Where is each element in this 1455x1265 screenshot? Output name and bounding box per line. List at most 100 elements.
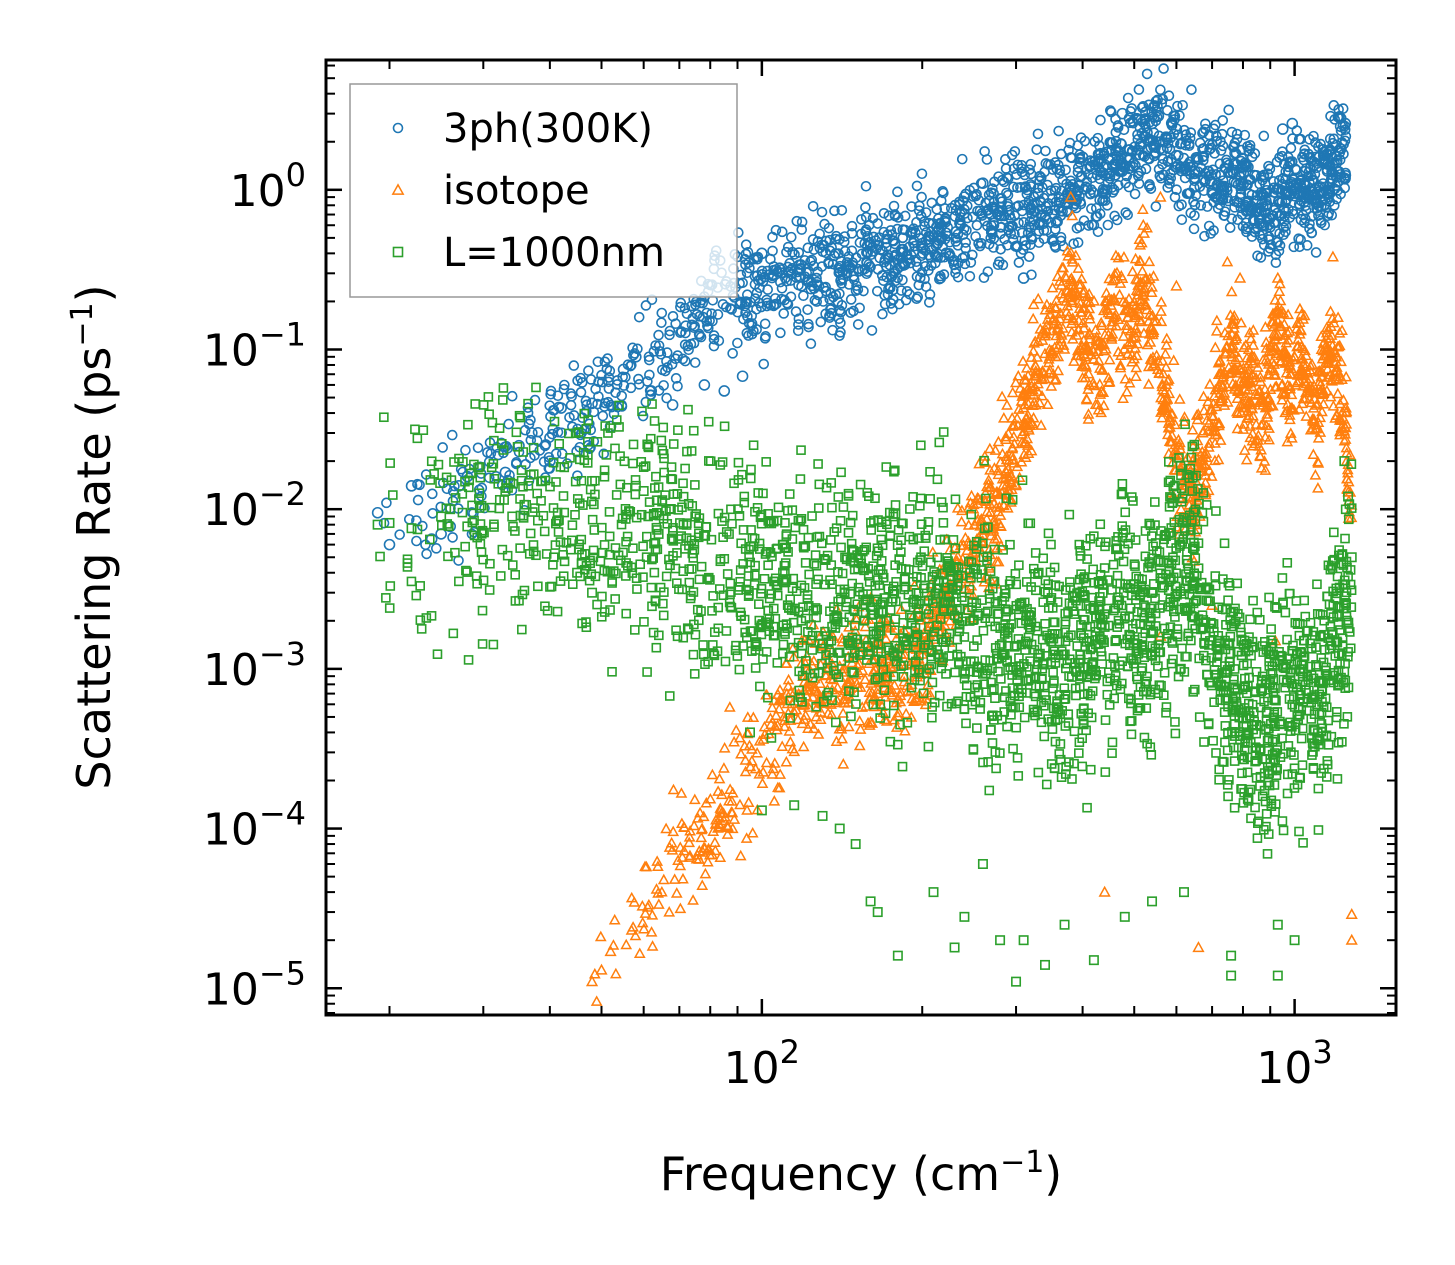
point-circle	[829, 205, 840, 217]
point-circle	[371, 506, 384, 519]
point-circle	[888, 200, 900, 212]
point-circle	[1162, 182, 1174, 193]
point-circle	[816, 206, 828, 218]
point-square	[678, 478, 688, 489]
point-triangle	[742, 796, 755, 808]
point-square	[1040, 618, 1050, 629]
point-square	[715, 460, 726, 470]
point-square	[746, 464, 756, 475]
point-triangle	[674, 902, 687, 914]
point-square	[651, 642, 662, 653]
point-circle	[653, 329, 664, 341]
point-triangle	[784, 735, 797, 747]
point-triangle	[688, 793, 701, 805]
point-square	[632, 584, 642, 594]
point-circle	[708, 333, 720, 345]
point-square	[1194, 712, 1205, 722]
point-triangle	[595, 963, 608, 975]
point-triangle	[687, 894, 699, 905]
point-square	[1282, 634, 1292, 645]
point-square	[810, 550, 821, 560]
point-triangle	[1041, 398, 1054, 410]
point-triangle	[997, 412, 1010, 423]
point-circle	[997, 259, 1009, 271]
point-circle	[807, 234, 819, 245]
point-circle	[381, 497, 392, 509]
point-square	[807, 511, 817, 521]
point-circle	[596, 369, 607, 381]
point-square	[1055, 739, 1066, 749]
point-circle	[1239, 129, 1251, 141]
point-triangle	[1032, 292, 1045, 304]
point-square	[733, 457, 744, 468]
point-square	[658, 422, 669, 433]
point-circle	[732, 337, 743, 349]
point-circle	[858, 285, 869, 297]
point-circle	[778, 308, 790, 319]
point-triangle	[955, 515, 968, 527]
point-circle	[1129, 188, 1141, 200]
point-square	[796, 445, 806, 455]
point-square	[375, 551, 385, 562]
point-circle	[394, 529, 405, 540]
point-circle	[1120, 207, 1132, 218]
point-circle	[1122, 209, 1133, 221]
point-triangle	[836, 732, 849, 744]
point-circle	[892, 186, 903, 198]
series-3ph(300K)	[371, 63, 1352, 566]
point-circle	[793, 247, 805, 258]
point-circle	[926, 197, 938, 209]
point-triangle	[706, 768, 719, 780]
point-square	[1048, 667, 1058, 678]
point-triangle	[853, 714, 866, 726]
point-circle	[956, 153, 968, 165]
point-circle	[1155, 84, 1166, 96]
point-triangle	[1130, 370, 1142, 382]
point-circle	[1310, 247, 1322, 258]
point-circle	[1299, 217, 1310, 229]
point-circle	[775, 327, 786, 339]
point-square	[432, 649, 443, 659]
point-circle	[759, 318, 771, 330]
point-circle	[583, 365, 594, 376]
point-triangle	[1240, 453, 1253, 465]
point-square	[673, 425, 683, 435]
point-circle	[866, 325, 878, 336]
point-square	[646, 582, 657, 593]
point-triangle	[709, 836, 721, 847]
point-square	[638, 541, 648, 552]
point-square	[916, 440, 926, 451]
point-circle	[666, 399, 679, 411]
point-circle	[1223, 104, 1235, 116]
point-triangle	[739, 765, 752, 777]
point-circle	[1134, 122, 1146, 134]
point-circle	[1301, 240, 1313, 251]
point-square	[489, 522, 499, 532]
point-circle	[689, 357, 701, 368]
point-square	[555, 576, 566, 586]
point-square	[1340, 533, 1350, 544]
point-square	[1043, 528, 1054, 539]
point-circle	[657, 364, 668, 376]
point-triangle	[633, 947, 646, 959]
point-circle	[1150, 201, 1162, 212]
point-square	[477, 605, 488, 616]
point-triangle	[1013, 471, 1026, 483]
point-circle	[460, 444, 471, 456]
point-circle	[586, 397, 598, 410]
point-triangle	[718, 741, 731, 753]
point-square	[1223, 595, 1233, 606]
point-circle	[421, 548, 432, 560]
point-triangle	[1333, 327, 1346, 338]
point-square	[1072, 641, 1083, 651]
point-circle	[985, 232, 996, 244]
point-circle	[802, 304, 813, 315]
point-circle	[1053, 125, 1064, 137]
point-square	[688, 425, 699, 436]
point-square	[1313, 783, 1324, 794]
point-circle	[785, 231, 797, 243]
point-circle	[781, 246, 792, 258]
point-triangle	[1225, 285, 1238, 297]
point-triangle	[1345, 933, 1358, 945]
